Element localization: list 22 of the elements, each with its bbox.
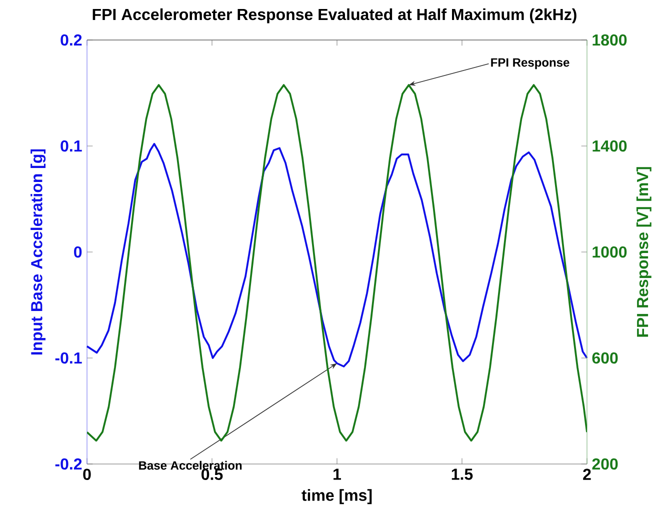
y2-tick-label: 1800 xyxy=(592,34,627,46)
x-tick-label: 1 xyxy=(334,468,341,480)
y-axis-title: Input Base Acceleration [g] xyxy=(30,149,46,354)
annotation: Base Acceleration xyxy=(139,460,242,470)
x-tick-label: 0 xyxy=(83,468,91,480)
y2-tick-label: 200 xyxy=(592,458,618,470)
y2-tick-label: 600 xyxy=(592,352,618,364)
y2-tick-label: 1400 xyxy=(592,140,627,152)
line-series xyxy=(86,142,588,368)
annotation: FPI Response xyxy=(491,58,570,70)
x-tick-label: 1.5 xyxy=(452,468,473,480)
chart-title: FPI Accelerometer Response Evaluated at Half Maximum (2kHz) xyxy=(92,8,576,24)
y-tick-label: -0.2 xyxy=(55,458,82,470)
y-tick-label: 0 xyxy=(74,246,82,258)
y2-tick-label: 1000 xyxy=(592,246,627,258)
y2-axis-title: FPI Response [V] [mV] xyxy=(636,167,652,337)
y-tick-label: 0.2 xyxy=(60,34,82,46)
x-tick-label: 0.5 xyxy=(202,468,223,480)
y-tick-label: 0.1 xyxy=(60,140,82,152)
x-axis-title: time [ms] xyxy=(302,489,372,504)
x-tick-label: 2 xyxy=(583,468,591,480)
y-tick-label: -0.1 xyxy=(55,352,82,364)
